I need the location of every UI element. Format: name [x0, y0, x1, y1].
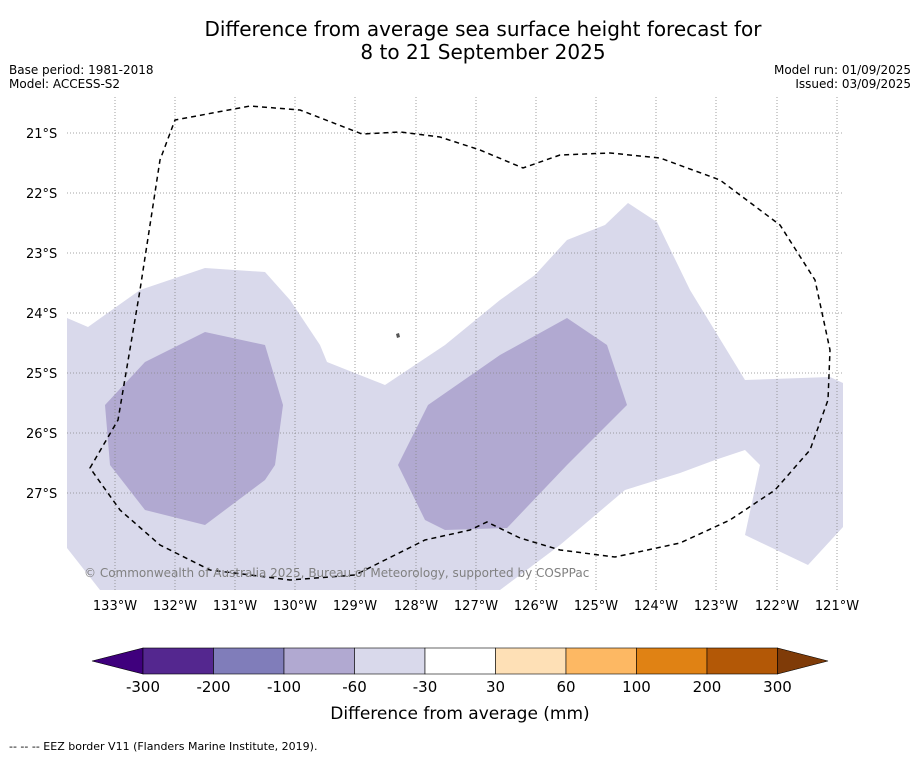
colorbar: [91, 647, 829, 675]
colorbar-segment: [142, 647, 214, 675]
lat-label: 23°S: [26, 247, 57, 262]
colorbar-segment: [213, 647, 285, 675]
lat-label: 26°S: [26, 427, 57, 442]
lon-label: 130°W: [273, 599, 317, 614]
lon-label: 122°W: [755, 599, 799, 614]
colorbar-segment: [354, 647, 426, 675]
colorbar-segment: [636, 647, 708, 675]
colorbar-tick-label: 200: [693, 678, 722, 696]
longitude-labels: 133°W 132°W 131°W 130°W 129°W 128°W 127°…: [93, 599, 859, 614]
colorbar-tick-label: -300: [126, 678, 160, 696]
lon-label: 124°W: [634, 599, 678, 614]
colorbar-tick-label: 300: [763, 678, 792, 696]
lat-label: 22°S: [26, 187, 57, 202]
title-line-1: Difference from average sea surface heig…: [204, 17, 762, 41]
colorbar-extend-low: [91, 647, 144, 675]
colorbar-tick-label: 30: [486, 678, 505, 696]
lon-label: 127°W: [454, 599, 498, 614]
colorbar-tick-label: -100: [267, 678, 301, 696]
lon-label: 131°W: [213, 599, 257, 614]
colorbar-extend-high: [777, 647, 829, 675]
colorbar-tick-label: 60: [556, 678, 575, 696]
title-line-2: 8 to 21 September 2025: [360, 40, 606, 64]
anomaly-region-medium-west: [105, 332, 283, 525]
lon-label: 123°W: [694, 599, 738, 614]
lat-label: 24°S: [26, 307, 57, 322]
model-run: Model run: 01/09/2025: [773, 63, 911, 77]
lon-label: 133°W: [93, 599, 137, 614]
latitude-labels: 21°S 22°S 23°S 24°S 25°S 26°S 27°S: [26, 127, 57, 502]
colorbar-segment: [424, 647, 496, 675]
meta-left: Base period: 1981-2018 Model: ACCESS-S2: [9, 63, 154, 91]
island-marker: [396, 333, 400, 338]
meta-right: Model run: 01/09/2025 Issued: 03/09/2025: [774, 63, 911, 91]
lon-label: 132°W: [153, 599, 197, 614]
map-title: Difference from average sea surface heig…: [0, 18, 919, 64]
gridlines: [67, 97, 843, 590]
lon-label: 128°W: [394, 599, 438, 614]
base-period: Base period: 1981-2018: [9, 63, 154, 77]
colorbar-ticks: -300 -200 -100 -60 -30 30 60 100 200 300: [126, 678, 792, 696]
lon-label: 126°W: [514, 599, 558, 614]
issued-date: Issued: 03/09/2025: [795, 77, 911, 91]
colorbar-title: Difference from average (mm): [330, 704, 589, 724]
lon-label: 121°W: [815, 599, 859, 614]
lat-label: 21°S: [26, 127, 57, 142]
lat-label: 27°S: [26, 487, 57, 502]
eez-footnote: -- -- -- EEZ border V11 (Flanders Marine…: [9, 740, 318, 753]
anomaly-region-medium-center: [398, 318, 627, 530]
map-area: © Commonwealth of Australia 2025, Bureau…: [67, 97, 843, 590]
lon-label: 125°W: [574, 599, 618, 614]
colorbar-tick-label: -30: [413, 678, 438, 696]
lon-label: 129°W: [333, 599, 377, 614]
eez-border: [89, 105, 831, 581]
colorbar-segment: [565, 647, 637, 675]
model-name: Model: ACCESS-S2: [9, 77, 121, 91]
colorbar-segment: [495, 647, 567, 675]
colorbar-segment: [283, 647, 355, 675]
colorbar-tick-label: 100: [622, 678, 651, 696]
colorbar-segment: [706, 647, 778, 675]
lat-label: 25°S: [26, 367, 57, 382]
colorbar-tick-label: -200: [196, 678, 230, 696]
copyright-notice: © Commonwealth of Australia 2025, Bureau…: [84, 566, 589, 580]
colorbar-tick-label: -60: [342, 678, 367, 696]
